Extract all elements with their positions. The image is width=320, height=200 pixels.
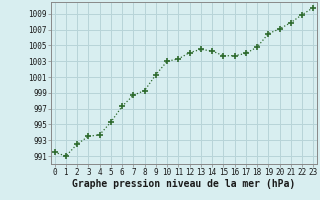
X-axis label: Graphe pression niveau de la mer (hPa): Graphe pression niveau de la mer (hPa) bbox=[72, 179, 296, 189]
